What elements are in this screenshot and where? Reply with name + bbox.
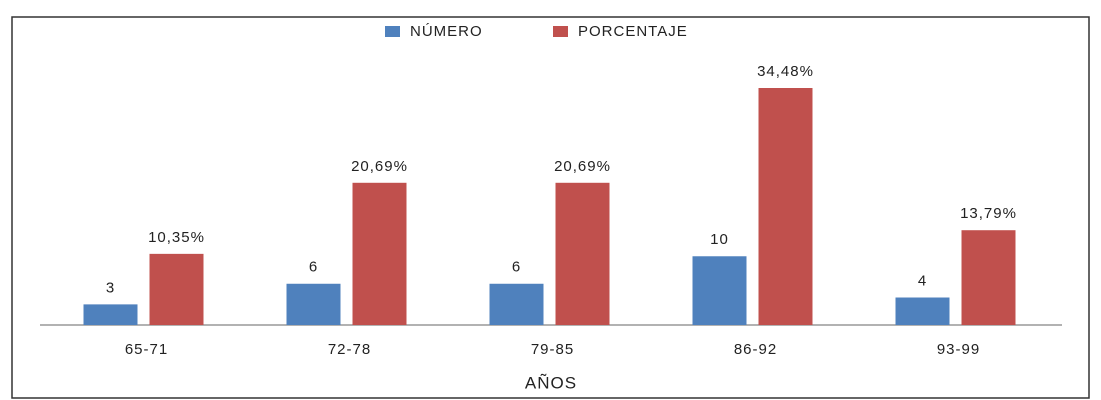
data-label: 20,69% xyxy=(554,158,611,175)
bar xyxy=(489,283,544,325)
legend-swatch xyxy=(385,26,400,37)
legend-swatch xyxy=(553,26,568,37)
legend-label: PORCENTAJE xyxy=(578,23,688,40)
bar xyxy=(961,230,1016,325)
bar xyxy=(758,88,813,325)
bar xyxy=(555,182,610,325)
x-tick-label: 72-78 xyxy=(328,341,371,358)
bar xyxy=(352,182,407,325)
chart-frame xyxy=(11,16,1090,399)
data-label: 6 xyxy=(309,259,318,276)
bar xyxy=(692,256,747,325)
bar xyxy=(286,283,341,325)
bar xyxy=(149,253,204,325)
data-label: 34,48% xyxy=(757,63,814,80)
data-label: 3 xyxy=(106,279,115,296)
legend-label: NÚMERO xyxy=(410,23,483,40)
x-tick-label: 79-85 xyxy=(531,341,574,358)
x-tick-label: 65-71 xyxy=(125,341,168,358)
data-label: 20,69% xyxy=(351,158,408,175)
x-axis-title: AÑOS xyxy=(525,373,577,392)
bar xyxy=(83,304,138,325)
data-label: 13,79% xyxy=(960,205,1017,222)
data-label: 10,35% xyxy=(148,229,205,246)
data-label: 6 xyxy=(512,259,521,276)
data-label: 4 xyxy=(918,272,927,289)
x-tick-label: 93-99 xyxy=(937,341,980,358)
x-tick-label: 86-92 xyxy=(734,341,777,358)
data-label: 10 xyxy=(710,231,729,248)
bar xyxy=(895,297,950,325)
